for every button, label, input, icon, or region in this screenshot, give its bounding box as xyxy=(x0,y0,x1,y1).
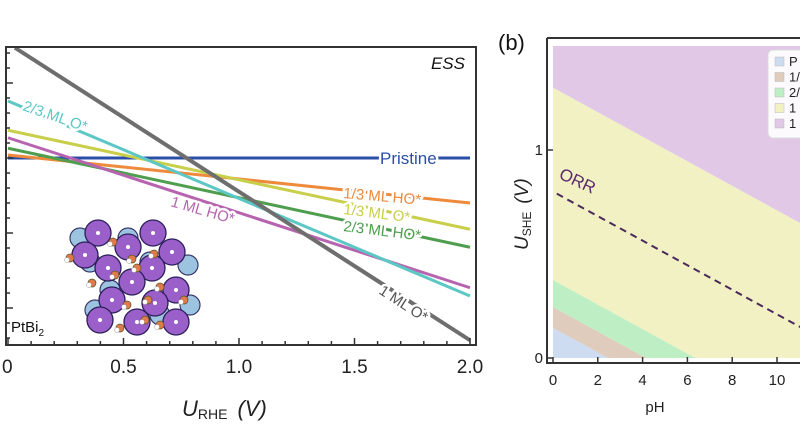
atom-highlight xyxy=(151,231,155,235)
series-line-6 xyxy=(13,47,472,342)
atom-highlight xyxy=(110,298,114,302)
right-axis-ticks: 0 2 4 6 8 10 0 1 xyxy=(535,142,786,389)
atom-highlight xyxy=(96,231,100,235)
region-3 xyxy=(553,87,800,358)
x-tick-label: 6 xyxy=(683,372,691,389)
left-chart: 0 0.5 1.0 1.5 2.0 ESS PtBi2 Pristine 1/3 ML … xyxy=(2,46,483,422)
x-tick-label: 0.5 xyxy=(110,357,136,378)
atom-highlight xyxy=(98,318,102,322)
legend-swatch xyxy=(774,56,785,67)
material-label: PtBi2 xyxy=(11,319,45,339)
region-4 xyxy=(553,46,800,223)
y-tick-label: 0 xyxy=(535,350,543,367)
atom-highlight xyxy=(135,320,139,324)
left-x-tick-labels: 0 0.5 1.0 1.5 2.0 xyxy=(2,357,483,378)
left-plot-frame xyxy=(5,46,477,346)
right-plot-frame xyxy=(546,37,800,364)
left-series-lines xyxy=(7,47,472,342)
atom-h xyxy=(139,319,145,325)
x-tick-label: 8 xyxy=(728,372,736,389)
legend-label: P xyxy=(789,54,798,69)
right-x-axis-label: pH xyxy=(645,399,664,416)
atom-h xyxy=(131,267,137,273)
atom-h xyxy=(154,286,160,292)
atom-h xyxy=(114,327,120,333)
atom-highlight xyxy=(83,253,87,257)
label-1-ml-ho: 1 ML HO* xyxy=(169,194,237,228)
legend-label: 1 xyxy=(789,116,796,131)
x-tick-label: 2.0 xyxy=(457,357,483,378)
atom-highlight xyxy=(153,301,157,305)
left-axis-ticks xyxy=(6,52,471,345)
label-2-3-ml-o: 2/3 ML O* xyxy=(21,98,90,136)
atom-highlight xyxy=(174,320,178,324)
surface-structure-illustration xyxy=(64,219,201,336)
ess-annotation: ESS xyxy=(431,54,466,73)
legend-swatch xyxy=(774,118,785,129)
label-1-ml-o: 1 ML O* xyxy=(376,282,431,326)
legend-label: 1 xyxy=(789,101,796,116)
left-x-axis-label: URHE (V) xyxy=(182,396,267,422)
atom-highlight xyxy=(130,280,134,284)
legend-swatch xyxy=(774,87,785,98)
atom-h xyxy=(109,274,115,280)
right-y-axis-label: USHE(V) xyxy=(512,178,534,250)
x-tick-label: 2 xyxy=(594,372,602,389)
legend-swatch xyxy=(774,72,785,82)
region-2 xyxy=(553,280,800,358)
phase-regions xyxy=(553,46,800,358)
x-tick-label: 4 xyxy=(638,372,646,389)
x-tick-label: 0 xyxy=(2,357,13,378)
label-pristine: Pristine xyxy=(380,149,437,168)
atom-h xyxy=(121,304,127,310)
legend-label: 1/ xyxy=(789,70,800,85)
panel-label-b: (b) xyxy=(498,30,525,55)
legend-swatch xyxy=(774,103,785,113)
atom-h xyxy=(154,324,160,330)
atom-h xyxy=(86,282,92,288)
label-2-3-ml-ho: 2/3 ML HO* xyxy=(343,218,422,244)
orr-dashed-line xyxy=(553,190,800,329)
legend-label: 2/ xyxy=(789,85,800,100)
x-tick-label: 10 xyxy=(769,372,786,389)
atom-highlight xyxy=(170,250,174,254)
atom-highlight xyxy=(126,245,130,249)
x-tick-label: 0 xyxy=(549,372,557,389)
series-line-2 xyxy=(7,128,471,231)
x-tick-label: 1.0 xyxy=(226,357,252,378)
atom-h xyxy=(126,258,132,264)
atom-h xyxy=(148,253,154,259)
atom-h xyxy=(142,299,148,305)
y-tick-label: 1 xyxy=(535,142,543,159)
legend: P1/2/11 xyxy=(767,49,800,139)
atom-h xyxy=(64,257,70,263)
atom-h xyxy=(107,241,113,247)
atom-highlight xyxy=(150,266,154,270)
atom-highlight xyxy=(174,288,178,292)
atom-h xyxy=(178,299,184,305)
region-0 xyxy=(553,327,800,358)
series-line-5 xyxy=(7,99,471,298)
x-tick-label: 1.5 xyxy=(341,357,367,378)
atom-highlight xyxy=(106,266,110,270)
region-1 xyxy=(553,307,800,358)
